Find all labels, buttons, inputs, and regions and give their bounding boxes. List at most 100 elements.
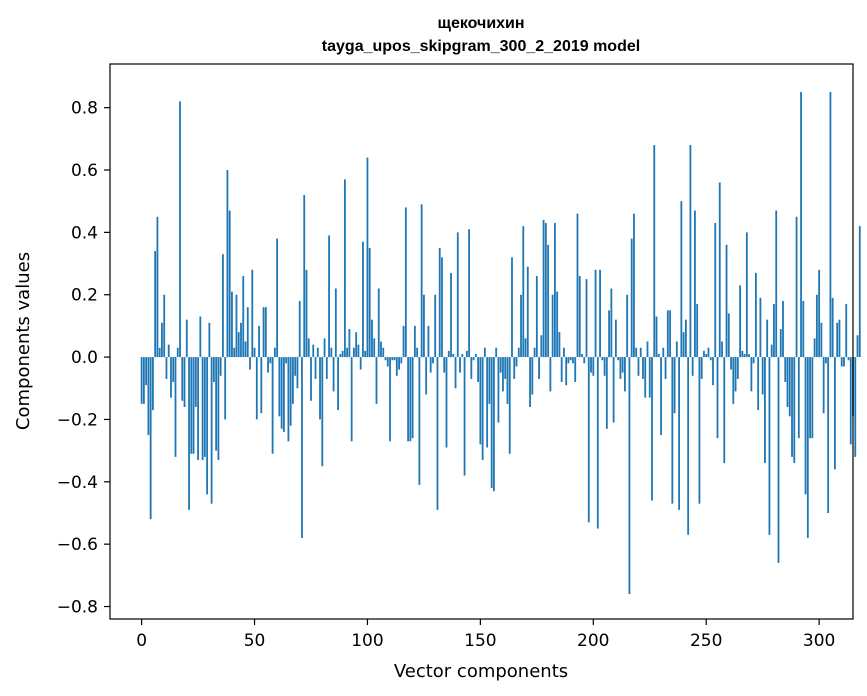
bar (386, 357, 389, 367)
bar (576, 213, 579, 358)
bar (427, 325, 430, 358)
bar (154, 251, 157, 358)
bar (569, 357, 572, 361)
bar (526, 266, 529, 358)
bar (165, 357, 168, 379)
bar (741, 350, 744, 358)
bar (152, 357, 154, 411)
bar (280, 357, 283, 429)
x-tick-label: 100 (351, 631, 383, 651)
bar (718, 182, 721, 358)
bar (488, 357, 491, 404)
bar (470, 357, 473, 379)
bar (619, 357, 622, 379)
bar (766, 319, 769, 358)
y-tick-label: 0.2 (71, 286, 98, 306)
bar (716, 357, 719, 439)
bar (289, 357, 292, 426)
bar (353, 347, 355, 358)
bars-group (140, 92, 861, 595)
bar (393, 357, 396, 361)
bar (434, 294, 437, 358)
bar (596, 357, 599, 529)
bar (660, 357, 662, 436)
x-tick-label: 0 (136, 631, 147, 651)
bar (770, 344, 773, 358)
bar (441, 257, 443, 358)
plot-frame (109, 63, 854, 620)
bar (551, 294, 554, 358)
bar (542, 219, 545, 358)
bar (709, 357, 712, 361)
bar (617, 357, 620, 361)
y-tick-label: 0.8 (71, 99, 98, 119)
bar (323, 338, 326, 358)
bar (553, 223, 556, 358)
bar (158, 347, 161, 358)
bar (461, 353, 464, 358)
bar (310, 357, 312, 401)
bar (183, 357, 186, 407)
bar (140, 357, 143, 404)
bar (587, 357, 590, 523)
bar (531, 357, 534, 395)
bar (556, 291, 559, 358)
bar (703, 350, 705, 358)
bar (298, 300, 301, 358)
bar (694, 210, 696, 358)
bar (793, 357, 796, 464)
bar (843, 357, 845, 367)
bar (197, 357, 199, 460)
bar (474, 353, 477, 358)
bar (829, 92, 832, 358)
bar (599, 269, 601, 358)
bar (680, 201, 683, 358)
bar (646, 341, 649, 358)
bar (307, 338, 310, 358)
bar (301, 357, 303, 538)
bar (626, 294, 629, 358)
bar (813, 338, 816, 358)
bar (316, 347, 319, 358)
bar (366, 157, 369, 358)
bar (267, 357, 269, 373)
bar (194, 357, 197, 407)
bar (499, 357, 502, 373)
bar (630, 238, 633, 358)
bar (450, 272, 452, 358)
bar (235, 294, 238, 358)
bar (212, 357, 215, 383)
bar (682, 332, 685, 358)
bar (779, 329, 782, 358)
bar (511, 257, 513, 358)
bar (520, 294, 522, 358)
bar (750, 357, 753, 392)
bar (314, 357, 317, 379)
bar (800, 92, 802, 358)
bar (264, 307, 267, 358)
bar (585, 279, 588, 358)
bar (572, 357, 574, 364)
bar (341, 350, 344, 358)
bar (736, 357, 739, 379)
bar (836, 322, 839, 358)
bar (662, 347, 665, 358)
bar (400, 357, 403, 364)
bar (506, 357, 509, 404)
bar (723, 357, 726, 464)
bar (147, 357, 150, 436)
bar (231, 291, 233, 358)
bar (791, 357, 793, 457)
bar (371, 319, 373, 358)
bar (217, 357, 220, 460)
bar (678, 357, 681, 510)
bar (687, 357, 690, 535)
bar (185, 319, 188, 358)
bar (845, 304, 848, 358)
bar (319, 357, 321, 420)
x-tick-label: 50 (244, 631, 266, 651)
bar (170, 357, 172, 398)
bar (608, 310, 610, 358)
bar (203, 357, 206, 457)
